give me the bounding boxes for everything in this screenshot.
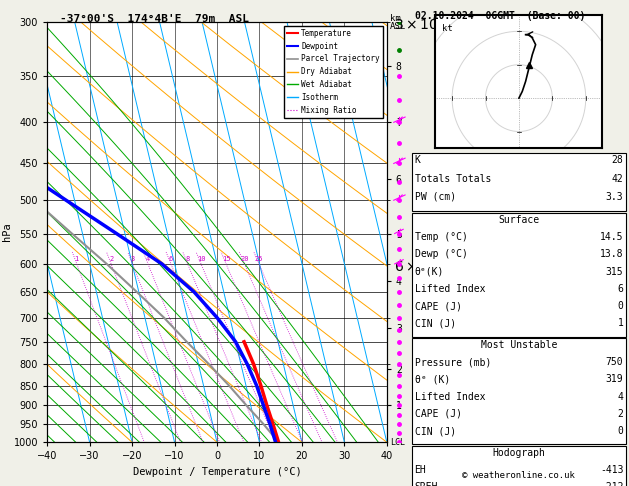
Text: km: km: [390, 14, 401, 23]
Text: -413: -413: [600, 465, 623, 475]
Text: 42: 42: [611, 174, 623, 184]
Text: Lifted Index: Lifted Index: [415, 392, 485, 402]
Text: 6: 6: [169, 256, 173, 261]
Text: Surface: Surface: [498, 215, 540, 225]
Text: PW (cm): PW (cm): [415, 192, 455, 202]
Text: 1: 1: [618, 318, 623, 329]
X-axis label: Dewpoint / Temperature (°C): Dewpoint / Temperature (°C): [133, 467, 301, 477]
Text: 28: 28: [611, 155, 623, 165]
Text: CIN (J): CIN (J): [415, 426, 455, 436]
Text: 0: 0: [618, 301, 623, 311]
Text: 319: 319: [606, 374, 623, 384]
Y-axis label: hPa: hPa: [3, 223, 12, 242]
Text: kt: kt: [442, 24, 453, 33]
Text: EH: EH: [415, 465, 426, 475]
Text: θᵉ (K): θᵉ (K): [415, 374, 450, 384]
Text: 0: 0: [618, 426, 623, 436]
Text: 8: 8: [186, 256, 190, 261]
Text: 14.5: 14.5: [600, 232, 623, 242]
Text: 4: 4: [146, 256, 150, 261]
Text: 10: 10: [197, 256, 205, 261]
Text: θᵉ(K): θᵉ(K): [415, 266, 444, 277]
Text: -37°00'S  174°4B'E  79m  ASL: -37°00'S 174°4B'E 79m ASL: [60, 14, 248, 24]
Text: K: K: [415, 155, 420, 165]
Text: 315: 315: [606, 266, 623, 277]
Text: 750: 750: [606, 357, 623, 367]
Text: 20: 20: [240, 256, 248, 261]
Text: CAPE (J): CAPE (J): [415, 301, 462, 311]
Y-axis label: Mixing Ratio (g/kg): Mixing Ratio (g/kg): [449, 176, 459, 288]
Text: CIN (J): CIN (J): [415, 318, 455, 329]
Text: 25: 25: [255, 256, 264, 261]
Text: 2: 2: [618, 409, 623, 419]
Text: Pressure (mb): Pressure (mb): [415, 357, 491, 367]
Text: 1: 1: [75, 256, 79, 261]
Text: CAPE (J): CAPE (J): [415, 409, 462, 419]
Text: LCL: LCL: [390, 438, 405, 447]
Text: 4: 4: [618, 392, 623, 402]
Text: 02.10.2024  06GMT  (Base: 00): 02.10.2024 06GMT (Base: 00): [415, 11, 586, 21]
Text: SREH: SREH: [415, 482, 438, 486]
Text: 2: 2: [109, 256, 113, 261]
Text: -212: -212: [600, 482, 623, 486]
Text: Temp (°C): Temp (°C): [415, 232, 467, 242]
Text: 3: 3: [130, 256, 135, 261]
Text: ASL: ASL: [390, 22, 406, 31]
Text: Hodograph: Hodograph: [493, 448, 545, 458]
Legend: Temperature, Dewpoint, Parcel Trajectory, Dry Adiabat, Wet Adiabat, Isotherm, Mi: Temperature, Dewpoint, Parcel Trajectory…: [284, 26, 383, 118]
Text: Lifted Index: Lifted Index: [415, 284, 485, 294]
Text: 13.8: 13.8: [600, 249, 623, 260]
Text: 3.3: 3.3: [606, 192, 623, 202]
Text: 15: 15: [222, 256, 230, 261]
Text: 6: 6: [618, 284, 623, 294]
Text: Dewp (°C): Dewp (°C): [415, 249, 467, 260]
Text: Totals Totals: Totals Totals: [415, 174, 491, 184]
Text: Most Unstable: Most Unstable: [481, 340, 557, 350]
Text: © weatheronline.co.uk: © weatheronline.co.uk: [462, 470, 576, 480]
